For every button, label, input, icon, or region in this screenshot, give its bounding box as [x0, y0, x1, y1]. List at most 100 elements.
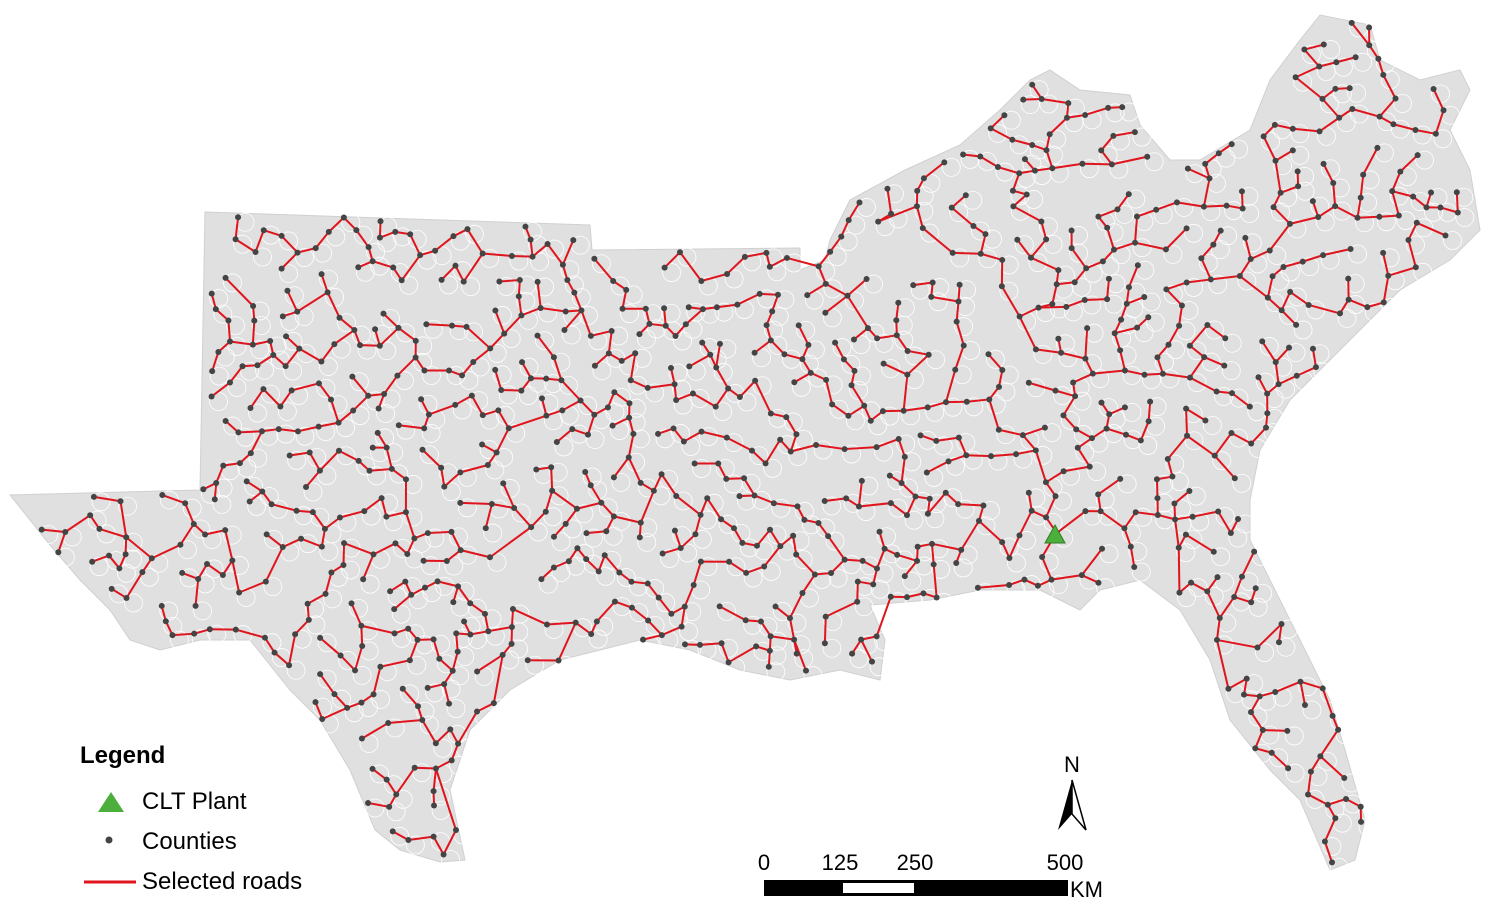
- county-point: [522, 223, 529, 230]
- county-point: [467, 600, 474, 607]
- county-border: [562, 325, 581, 345]
- road-segment: [593, 258, 614, 282]
- county-point: [62, 528, 69, 535]
- county-point: [1182, 531, 1189, 538]
- county-point: [945, 458, 952, 465]
- county-point: [454, 648, 461, 655]
- road-segment: [847, 404, 865, 417]
- county-point: [407, 231, 414, 238]
- road-segment: [847, 201, 861, 221]
- county-point: [524, 657, 531, 664]
- county-point: [953, 318, 960, 325]
- county-point: [1248, 599, 1255, 606]
- county-point: [986, 396, 993, 403]
- county-border: [458, 545, 478, 565]
- road-segment: [579, 399, 596, 416]
- road-segment: [342, 543, 346, 566]
- county-point: [479, 441, 486, 448]
- road-segment: [161, 494, 186, 505]
- county-point: [438, 464, 445, 471]
- county-point: [317, 671, 324, 678]
- county-border: [1043, 235, 1063, 254]
- road-segment: [1233, 576, 1243, 598]
- county-point: [1163, 286, 1170, 293]
- county-border: [1443, 231, 1462, 250]
- county-border: [1122, 523, 1141, 543]
- road-segment: [1070, 247, 1087, 269]
- county-point: [309, 509, 316, 516]
- county-border: [480, 249, 500, 268]
- county-point: [1307, 768, 1314, 775]
- road-segment: [338, 449, 360, 462]
- road-segment: [343, 542, 374, 556]
- road-segment: [1244, 237, 1252, 260]
- road-segment: [594, 352, 610, 367]
- county-border: [929, 539, 949, 559]
- road-segment: [1356, 197, 1362, 218]
- road-segment: [421, 719, 437, 744]
- road-segment: [743, 477, 756, 496]
- county-point: [1255, 374, 1262, 381]
- county-point: [1206, 175, 1213, 182]
- county-point: [953, 559, 960, 566]
- county-border: [988, 123, 1008, 143]
- county-point: [895, 435, 902, 442]
- county-point: [658, 471, 665, 478]
- county-border: [645, 383, 665, 403]
- county-point: [1079, 160, 1086, 167]
- county-border: [251, 316, 271, 336]
- road-segment: [383, 374, 399, 395]
- road-segment: [789, 592, 804, 619]
- road-segment: [305, 469, 321, 488]
- county-point: [650, 487, 657, 494]
- county-point: [1023, 191, 1030, 198]
- county-point: [387, 588, 394, 595]
- road-segment: [1022, 426, 1046, 437]
- county-point: [1336, 114, 1343, 121]
- county-border: [690, 389, 710, 408]
- road-segment: [629, 353, 637, 381]
- county-point: [388, 465, 395, 472]
- county-point: [1376, 213, 1383, 220]
- county-point: [910, 282, 917, 289]
- county-point: [667, 365, 674, 372]
- road-segment: [886, 188, 893, 214]
- county-border: [439, 275, 458, 295]
- county-point: [1252, 745, 1259, 752]
- road-segment: [853, 327, 869, 341]
- county-point: [1106, 411, 1113, 418]
- county-point: [534, 278, 541, 285]
- road-segment: [284, 348, 301, 367]
- county-point: [988, 453, 995, 460]
- county-border: [1061, 466, 1081, 486]
- county-point: [761, 563, 768, 570]
- road-segment: [1231, 392, 1251, 408]
- road-segment: [460, 549, 491, 559]
- county-point: [1117, 475, 1124, 482]
- dot-icon: [80, 830, 142, 854]
- road-segment: [319, 450, 340, 472]
- county-border: [963, 190, 983, 210]
- county-border: [376, 404, 396, 423]
- road-segment: [631, 606, 649, 622]
- county-point: [527, 375, 534, 382]
- county-border: [412, 763, 432, 783]
- road-segment: [434, 235, 455, 252]
- county-point: [283, 333, 290, 340]
- north-arrow: N: [1050, 752, 1094, 839]
- county-border: [365, 798, 385, 818]
- county-point: [1366, 24, 1373, 31]
- road-segment: [531, 243, 549, 258]
- county-border: [767, 646, 787, 666]
- clt-plant-marker[interactable]: [1044, 523, 1066, 544]
- county-border: [610, 276, 630, 296]
- county-border: [461, 277, 481, 297]
- road-segment: [125, 536, 153, 560]
- county-point: [352, 667, 359, 674]
- county-point: [294, 308, 301, 315]
- county-point: [707, 351, 714, 358]
- county-point: [122, 551, 129, 558]
- county-point: [282, 363, 289, 370]
- county-border: [250, 301, 270, 321]
- county-border: [588, 629, 608, 649]
